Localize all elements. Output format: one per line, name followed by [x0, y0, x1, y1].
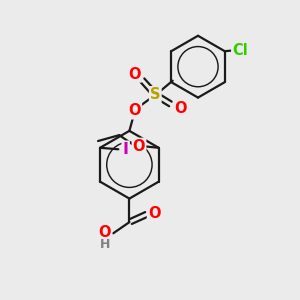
Text: I: I	[123, 142, 129, 157]
Text: O: O	[148, 206, 161, 221]
Text: O: O	[128, 103, 141, 118]
Text: O: O	[133, 139, 145, 154]
Text: O: O	[128, 67, 141, 82]
Text: S: S	[150, 87, 160, 102]
Text: Cl: Cl	[232, 43, 248, 58]
Text: O: O	[174, 101, 186, 116]
Text: H: H	[100, 238, 110, 251]
Text: O: O	[99, 225, 111, 240]
